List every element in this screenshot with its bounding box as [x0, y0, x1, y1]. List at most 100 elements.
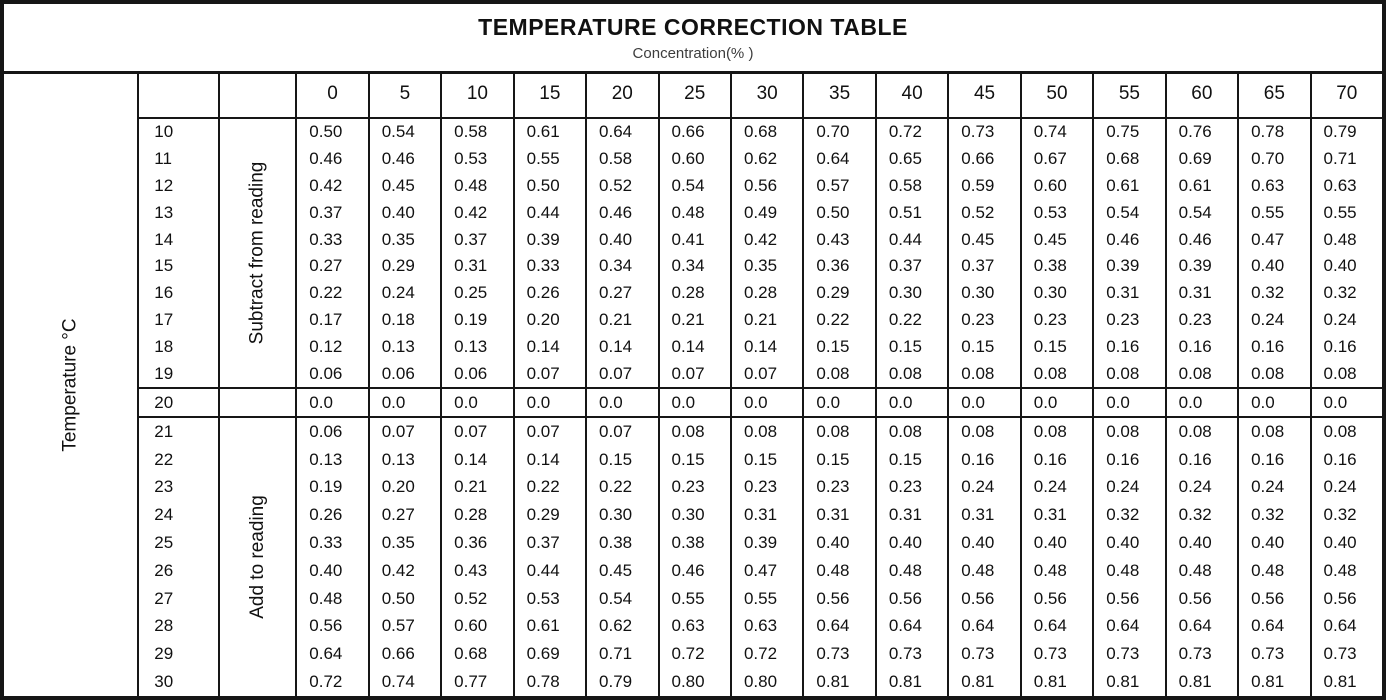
correction-value: 0.0 [1251, 392, 1275, 412]
correction-value: 0.40 [1033, 533, 1067, 553]
correction-value: 0.44 [888, 229, 922, 249]
correction-value: 0.32 [1106, 505, 1140, 525]
correction-value: 0.81 [1106, 672, 1140, 692]
correction-value: 0.08 [888, 363, 922, 383]
concentration-header-value: 20 [611, 82, 633, 104]
correction-value: 0.78 [526, 672, 560, 692]
correction-value: 0.24 [381, 283, 415, 303]
correction-value: 0.34 [671, 256, 705, 276]
correction-value: 0.14 [743, 336, 778, 356]
value-column-cell: 0.08 0.15 0.23 0.31 0.40 0.48 0.56 0.64 0.73 0.81 [802, 418, 875, 696]
correction-value: 0.81 [961, 672, 995, 692]
concentration-header-value: 35 [829, 82, 851, 104]
correction-value: 0.40 [1323, 256, 1357, 276]
correction-value: 0.23 [961, 309, 995, 329]
correction-value: 0.31 [743, 505, 778, 525]
value-column-cell: 0.73 0.66 0.59 0.52 0.45 0.37 0.30 0.23 0.15 0.08 [947, 119, 1020, 387]
correction-value: 0.32 [1323, 505, 1357, 525]
concentration-header-value: 30 [756, 82, 778, 104]
concentration-header-value: 10 [466, 82, 488, 104]
correction-value: 0.0 [961, 392, 985, 412]
correction-value: 0.81 [1033, 672, 1067, 692]
correction-value: 0.24 [1178, 477, 1212, 497]
correction-value: 0.12 [309, 336, 343, 356]
correction-value: 0.07 [454, 421, 488, 441]
value-column-cell: 0.08 0.16 0.24 0.32 0.40 0.48 0.56 0.64 0.73 0.81 [1164, 418, 1238, 696]
temperature-axis-label: Temperature °C [59, 318, 81, 452]
correction-value: 0.08 [1106, 363, 1140, 383]
value-column-cell: 0.76 0.69 0.61 0.54 0.46 0.39 0.31 0.23 0.16 0.08 [1164, 119, 1238, 387]
correction-value: 0.68 [1106, 149, 1140, 169]
correction-value: 0.70 [1251, 149, 1285, 169]
correction-value: 0.38 [1033, 256, 1067, 276]
correction-value: 0.14 [454, 449, 488, 469]
correction-value: 0.32 [1251, 505, 1285, 525]
correction-value: 0.48 [816, 560, 850, 580]
correction-value: 0.06 [381, 363, 415, 383]
correction-value: 0.69 [526, 644, 560, 664]
correction-value: 0.32 [1323, 283, 1357, 303]
correction-value: 0.46 [381, 149, 415, 169]
correction-value: 0.44 [526, 202, 560, 222]
value-column-cell: 0.70 0.64 0.57 0.50 0.43 0.36 0.29 0.22 0.15 0.08 [802, 119, 875, 387]
correction-value: 0.60 [1033, 175, 1067, 195]
value-column-cell: 0.0 [947, 387, 1020, 418]
concentration-header-cell: 50 [1019, 74, 1093, 119]
value-column-cell: 0.0 [874, 387, 948, 418]
concentration-header-value: 0 [327, 82, 338, 104]
value-column-cell: 0.08 0.15 0.23 0.31 0.39 0.47 0.55 0.63 0.72 0.80 [729, 418, 803, 696]
correction-value: 0.22 [309, 283, 343, 303]
correction-value: 0.45 [961, 229, 995, 249]
page-title: TEMPERATURE CORRECTION TABLE [478, 13, 908, 40]
correction-value: 0.24 [1323, 309, 1357, 329]
correction-value: 0.13 [381, 449, 415, 469]
concentration-header-cell: 20 [585, 74, 658, 119]
correction-value: 0.63 [1251, 175, 1285, 195]
correction-value: 0.46 [1178, 229, 1212, 249]
correction-value: 0.0 [1033, 392, 1058, 412]
correction-value: 0.55 [743, 588, 778, 608]
correction-value: 0.56 [1323, 588, 1357, 608]
correction-value: 0.56 [309, 616, 343, 636]
correction-value: 0.16 [1323, 449, 1357, 469]
correction-value: 0.40 [1106, 533, 1140, 553]
correction-value: 0.54 [599, 588, 633, 608]
correction-value: 0.15 [671, 449, 705, 469]
correction-value: 0.15 [888, 336, 922, 356]
value-column-cell: 0.74 0.67 0.60 0.53 0.45 0.38 0.30 0.23 0.15 0.08 [1019, 119, 1093, 387]
value-column-cell: 0.0 [729, 387, 803, 418]
correction-value: 0.07 [599, 363, 633, 383]
correction-value: 0.07 [671, 363, 705, 383]
concentration-header-value: 15 [539, 82, 561, 104]
value-column-cell: 0.06 0.13 0.19 0.26 0.33 0.40 0.48 0.56 0.64 0.72 [295, 418, 368, 696]
correction-value: 0.73 [961, 644, 995, 664]
correction-value: 0.22 [816, 309, 850, 329]
temperature-value: 22 [154, 449, 174, 469]
temperature-axis-column: Temperature °C [4, 74, 140, 696]
correction-value: 0.53 [526, 588, 560, 608]
correction-value: 0.15 [961, 336, 995, 356]
correction-value: 0.0 [671, 392, 696, 412]
correction-value: 0.53 [454, 149, 488, 169]
temperature-value: 18 [154, 336, 174, 356]
correction-value: 0.15 [888, 449, 922, 469]
concentration-header-cell: 15 [512, 74, 586, 119]
correction-value: 0.37 [309, 202, 343, 222]
correction-value: 0.23 [1033, 309, 1067, 329]
value-column-cell: 0.07 0.15 0.22 0.30 0.38 0.45 0.54 0.62 0.71 0.79 [585, 418, 658, 696]
value-column-cell: 0.0 [657, 387, 730, 418]
correction-value: 0.73 [888, 644, 922, 664]
temperature-value: 17 [154, 309, 174, 329]
correction-value: 0.08 [816, 421, 850, 441]
correction-value: 0.0 [1178, 392, 1203, 412]
correction-value: 0.72 [888, 122, 922, 142]
correction-value: 0.81 [1323, 672, 1357, 692]
correction-value: 0.23 [1106, 309, 1140, 329]
correction-value: 0.39 [1178, 256, 1212, 276]
correction-value: 0.07 [743, 363, 778, 383]
correction-value: 0.36 [454, 533, 488, 553]
correction-value: 0.40 [816, 533, 850, 553]
correction-value: 0.44 [526, 560, 560, 580]
concentration-header-cell: 35 [802, 74, 875, 119]
concentration-header-value: 65 [1263, 82, 1285, 104]
